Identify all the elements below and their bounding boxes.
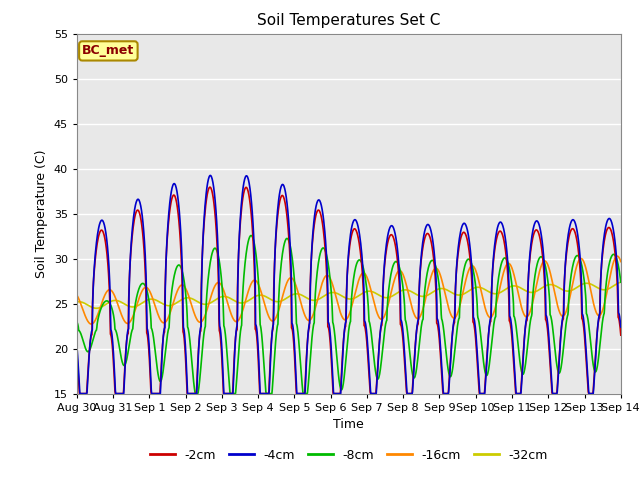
-4cm bbox=[255, 372, 263, 377]
-4cm bbox=[434, 317, 442, 323]
-32cm bbox=[93, 305, 100, 311]
Y-axis label: Soil Temperature (C): Soil Temperature (C) bbox=[35, 149, 48, 278]
-8cm bbox=[73, 319, 81, 324]
-16cm bbox=[87, 321, 95, 327]
Line: -8cm: -8cm bbox=[77, 236, 621, 394]
-8cm bbox=[247, 233, 255, 239]
-2cm bbox=[206, 184, 214, 190]
-32cm bbox=[255, 292, 263, 298]
-8cm bbox=[505, 264, 513, 269]
-4cm bbox=[617, 324, 625, 330]
-4cm bbox=[207, 172, 214, 178]
-2cm bbox=[195, 352, 202, 358]
-4cm bbox=[76, 391, 84, 396]
-32cm bbox=[553, 284, 561, 289]
-8cm bbox=[255, 297, 263, 303]
-32cm bbox=[617, 279, 625, 285]
-8cm bbox=[553, 363, 561, 369]
-32cm bbox=[195, 299, 202, 305]
-4cm bbox=[505, 281, 513, 287]
-4cm bbox=[181, 336, 189, 342]
-2cm bbox=[617, 332, 625, 338]
-8cm bbox=[180, 281, 188, 287]
-2cm bbox=[76, 391, 83, 396]
-8cm bbox=[195, 389, 202, 395]
-8cm bbox=[434, 273, 442, 279]
Line: -2cm: -2cm bbox=[77, 187, 621, 394]
-2cm bbox=[553, 389, 561, 395]
Legend: -2cm, -4cm, -8cm, -16cm, -32cm: -2cm, -4cm, -8cm, -16cm, -32cm bbox=[145, 444, 553, 467]
-2cm bbox=[505, 299, 513, 304]
-2cm bbox=[255, 382, 263, 388]
Title: Soil Temperatures Set C: Soil Temperatures Set C bbox=[257, 13, 440, 28]
-16cm bbox=[614, 253, 621, 259]
-2cm bbox=[181, 345, 189, 350]
-16cm bbox=[505, 261, 513, 266]
-4cm bbox=[73, 342, 81, 348]
Line: -16cm: -16cm bbox=[77, 256, 621, 324]
Text: BC_met: BC_met bbox=[82, 44, 134, 58]
-32cm bbox=[434, 287, 442, 292]
Line: -4cm: -4cm bbox=[77, 175, 621, 394]
-16cm bbox=[553, 299, 561, 304]
-16cm bbox=[434, 266, 442, 272]
-2cm bbox=[434, 324, 442, 329]
Line: -32cm: -32cm bbox=[77, 282, 621, 308]
-4cm bbox=[553, 391, 561, 396]
-32cm bbox=[181, 295, 189, 301]
-16cm bbox=[181, 284, 189, 290]
-16cm bbox=[255, 283, 263, 289]
-32cm bbox=[505, 285, 513, 290]
-4cm bbox=[195, 357, 202, 362]
-8cm bbox=[617, 279, 625, 285]
-32cm bbox=[73, 299, 81, 305]
-16cm bbox=[195, 318, 202, 324]
-8cm bbox=[191, 391, 199, 396]
-16cm bbox=[73, 292, 81, 298]
-16cm bbox=[617, 259, 625, 264]
-2cm bbox=[73, 350, 81, 356]
X-axis label: Time: Time bbox=[333, 418, 364, 431]
